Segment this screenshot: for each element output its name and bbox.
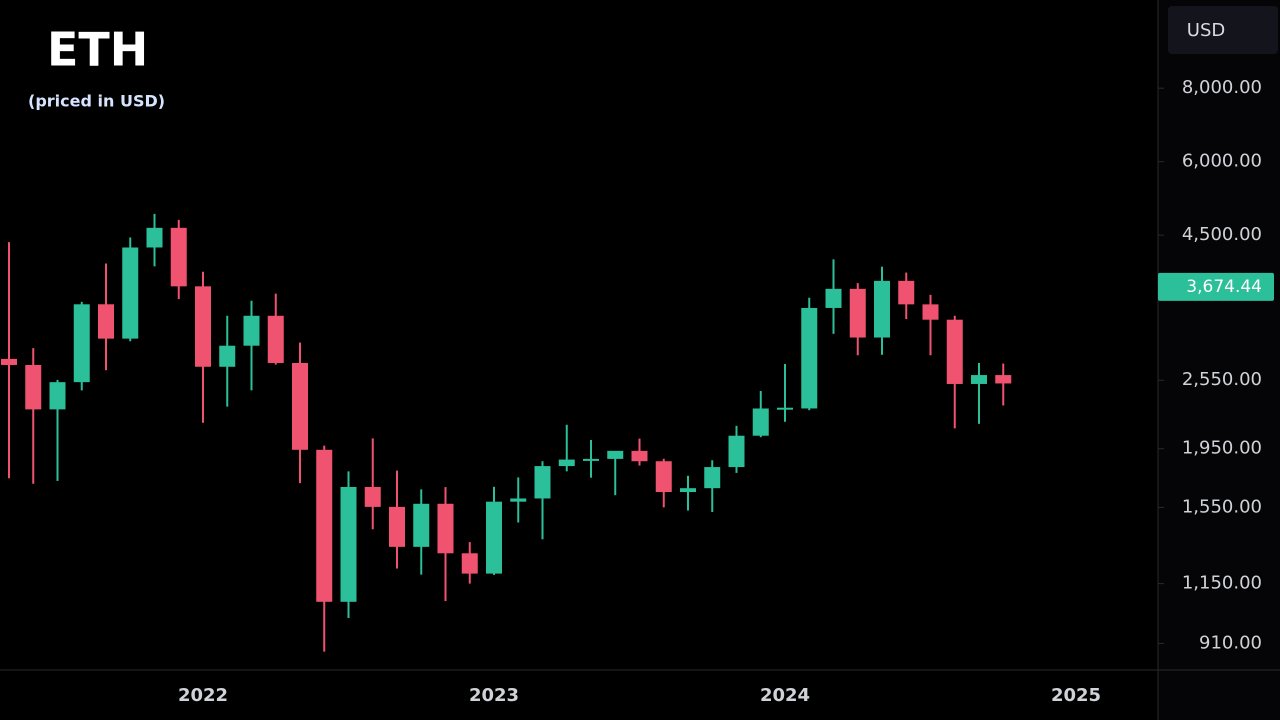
candle-body [461, 553, 478, 574]
candle-body [413, 503, 430, 547]
candle-body [486, 501, 502, 574]
y-tick-label: 4,500.00 [1182, 224, 1262, 245]
candle-body [971, 375, 987, 384]
candle-body [849, 288, 866, 338]
candle-body [146, 227, 163, 248]
candle-body [243, 315, 260, 346]
x-tick-label: 2022 [178, 685, 228, 706]
candle-body [655, 461, 672, 493]
candle-body [704, 467, 721, 489]
candle-body [437, 503, 454, 554]
candle-body [777, 407, 793, 410]
candle-body [728, 435, 745, 468]
candle-body [292, 362, 308, 450]
candle-body [752, 408, 769, 436]
candle-body [122, 247, 139, 339]
chart-title: ETH [47, 23, 148, 77]
candle-body [825, 288, 842, 308]
candle-body [195, 286, 211, 367]
candle-body [680, 488, 696, 493]
candle-body [267, 315, 284, 363]
candle-body [874, 280, 890, 338]
y-tick-label: 1,150.00 [1182, 573, 1262, 594]
y-tick-label: 8,000.00 [1182, 77, 1262, 98]
candle-body [510, 498, 527, 502]
candle-body [316, 449, 333, 602]
candle-body [98, 304, 114, 339]
candle-body [558, 459, 575, 467]
candle-body [340, 486, 357, 602]
candle-body [922, 304, 939, 320]
candle-body [898, 280, 915, 305]
candle-body [219, 345, 236, 367]
candle-body [801, 307, 818, 409]
currency-label: USD [1187, 20, 1225, 41]
candle-body [534, 466, 551, 499]
candle-body [25, 364, 42, 410]
last-price-tag [1158, 272, 1274, 301]
candle-body [49, 382, 66, 410]
candle-body [364, 486, 381, 507]
candle-body [607, 450, 624, 459]
y-tick-label: 1,550.00 [1182, 496, 1262, 517]
candle-body [389, 506, 405, 547]
chart-subtitle: (priced in USD) [28, 92, 165, 111]
y-tick-label: 1,950.00 [1182, 438, 1262, 459]
y-tick-label: 2,550.00 [1182, 369, 1262, 390]
y-tick-label: 6,000.00 [1182, 151, 1262, 172]
candle-body [946, 319, 963, 384]
candle-body [631, 450, 648, 462]
price-axis-panel [1158, 0, 1280, 720]
candle-body [995, 375, 1012, 384]
currency-box [1168, 6, 1278, 54]
candle-body [73, 304, 90, 383]
last-price-label: 3,674.44 [1186, 277, 1262, 297]
candle-body [583, 458, 599, 461]
candle-body [170, 227, 187, 287]
y-tick-label: 910.00 [1199, 632, 1262, 653]
x-tick-label: 2024 [760, 685, 810, 706]
x-tick-label: 2025 [1051, 685, 1101, 706]
x-tick-label: 2023 [469, 685, 519, 706]
candle-body [1, 358, 17, 365]
